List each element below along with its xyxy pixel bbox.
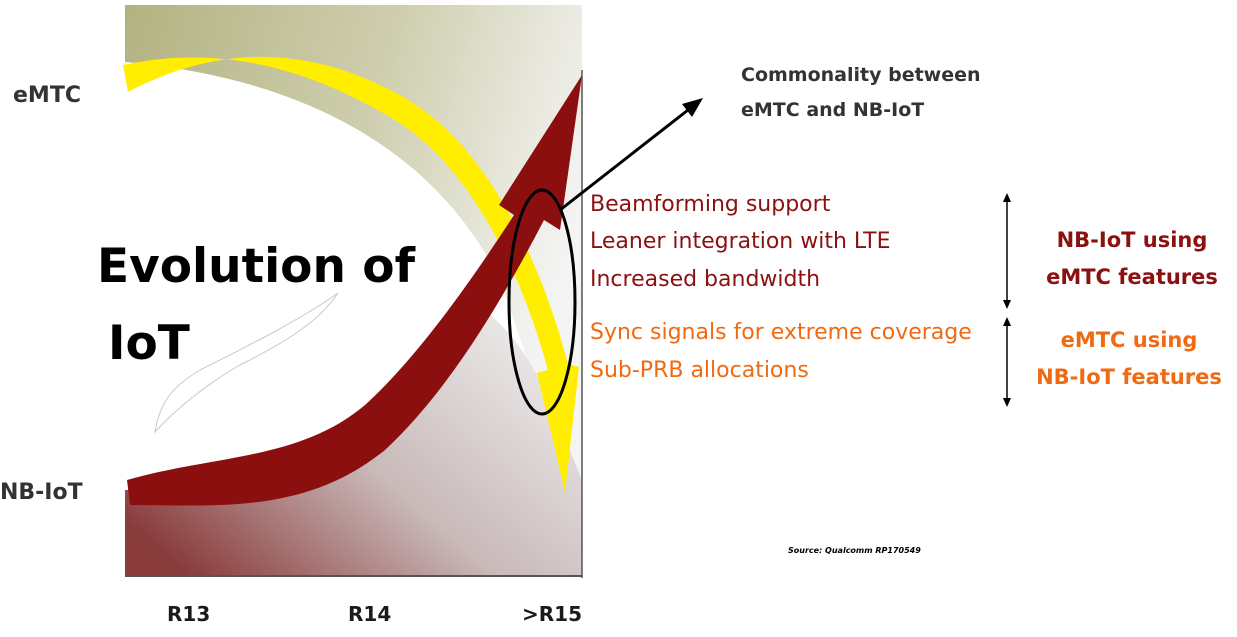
diagram-title-line-2: IoT bbox=[108, 316, 190, 371]
diagram-title-line-1: Evolution of bbox=[97, 239, 416, 294]
commonality-ellipse bbox=[507, 188, 577, 416]
nbiot-feature-bandwidth: Increased bandwidth bbox=[590, 267, 821, 292]
commonality-heading-line-1: Commonality between bbox=[741, 64, 981, 86]
axis-label-r15: >R15 bbox=[522, 602, 582, 626]
nbiot-group-bracket bbox=[1003, 193, 1011, 309]
source-note: Source: Qualcomm RP170549 bbox=[788, 546, 921, 555]
emtc-row-label: eMTC bbox=[13, 83, 81, 108]
commonality-heading-line-2: eMTC and NB-IoT bbox=[741, 99, 925, 121]
group-label-emtc-line-2: NB-IoT features bbox=[1036, 364, 1222, 389]
commonality-pointer bbox=[559, 108, 689, 212]
emtc-group-bracket bbox=[1003, 317, 1011, 407]
group-label-nbiot-line-1: NB-IoT using bbox=[1056, 228, 1208, 252]
emtc-arrow bbox=[123, 56, 579, 493]
emtc-backdrop bbox=[125, 5, 582, 575]
emtc-feature-sub-prb: Sub-PRB allocations bbox=[590, 358, 809, 383]
axis-label-r13: R13 bbox=[167, 602, 211, 626]
commonality-pointer-head bbox=[682, 98, 703, 117]
group-label-nbiot-using-emtc: NB-IoT using eMTC features bbox=[1022, 222, 1237, 296]
axis-label-r14: R14 bbox=[348, 602, 392, 626]
nbiot-arrow bbox=[127, 75, 582, 506]
group-label-nbiot-line-2: eMTC features bbox=[1046, 264, 1218, 289]
nbiot-feature-lte-integration: Leaner integration with LTE bbox=[590, 229, 891, 254]
group-label-emtc-using-nbiot: eMTC using NB-IoT features bbox=[1019, 322, 1237, 396]
nbiot-feature-beamforming: Beamforming support bbox=[590, 192, 831, 217]
nbiot-row-label: NB-IoT bbox=[0, 480, 83, 505]
group-label-emtc-line-1: eMTC using bbox=[1060, 328, 1198, 352]
decorative-squiggle bbox=[154, 292, 339, 434]
emtc-feature-sync-signals: Sync signals for extreme coverage bbox=[590, 320, 972, 345]
